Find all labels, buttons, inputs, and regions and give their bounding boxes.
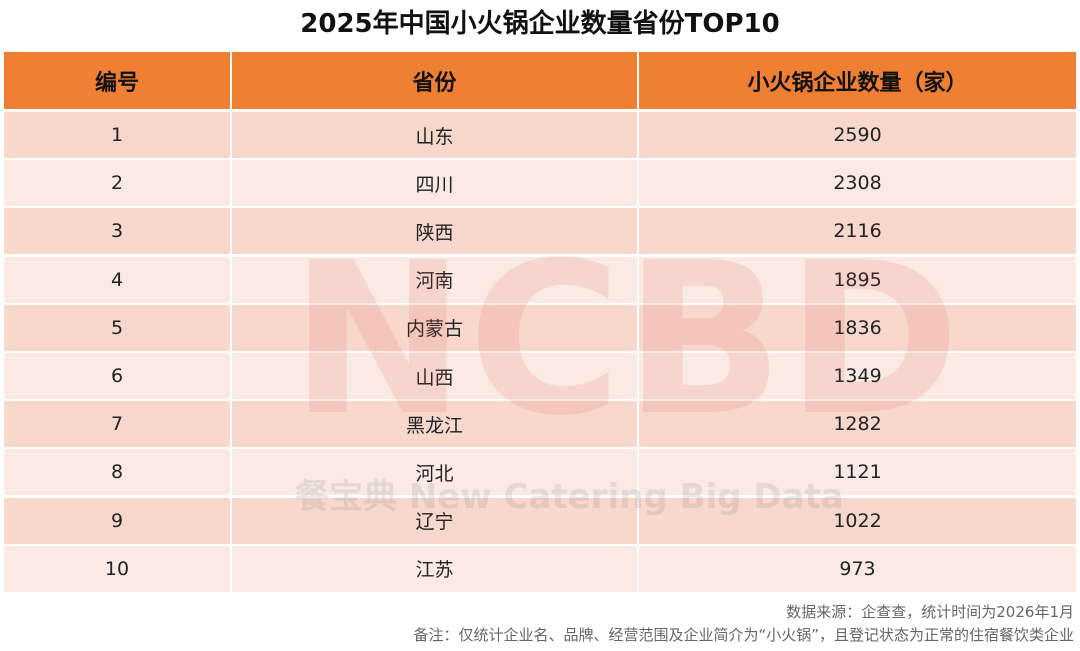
table-cell: 2 bbox=[4, 160, 230, 207]
table-cell: 辽宁 bbox=[232, 497, 637, 544]
footnote: 备注：仅统计企业名、品牌、经营范围及企业简介为“小火锅”，且登记状态为正常的住宿… bbox=[413, 626, 1074, 644]
table-cell: 1121 bbox=[639, 449, 1076, 496]
table-cell: 江苏 bbox=[232, 545, 637, 592]
table-cell: 6 bbox=[4, 353, 230, 399]
table-cell: 3 bbox=[4, 208, 230, 255]
table-cell: 陕西 bbox=[232, 208, 637, 255]
table-cell: 四川 bbox=[232, 160, 637, 207]
table-cell: 4 bbox=[4, 256, 230, 303]
table-cell: 2590 bbox=[639, 112, 1076, 158]
header-cell: 编号 bbox=[4, 52, 230, 109]
header-cell: 省份 bbox=[232, 52, 637, 109]
table-cell: 5 bbox=[4, 304, 230, 351]
title: 2025年中国小火锅企业数量省份TOP10 bbox=[300, 9, 780, 39]
table-cell: 山东 bbox=[232, 112, 637, 158]
table-cell: 河北 bbox=[232, 449, 637, 496]
table-cell: 2308 bbox=[639, 160, 1076, 207]
source-note: 数据来源：企查查，统计时间为2026年1月 bbox=[786, 603, 1074, 621]
table-cell: 973 bbox=[639, 545, 1076, 592]
table-cell: 9 bbox=[4, 497, 230, 544]
table-cell: 1349 bbox=[639, 353, 1076, 399]
table-cell: 内蒙古 bbox=[232, 304, 637, 351]
table-cell: 河南 bbox=[232, 256, 637, 303]
table-cell: 1895 bbox=[639, 256, 1076, 303]
table-cell: 8 bbox=[4, 449, 230, 496]
table-cell: 2116 bbox=[639, 208, 1076, 255]
table-cell: 7 bbox=[4, 401, 230, 448]
table-cell: 山西 bbox=[232, 353, 637, 399]
table-cell: 10 bbox=[4, 545, 230, 592]
table-cell: 1 bbox=[4, 112, 230, 158]
table-cell: 黑龙江 bbox=[232, 401, 637, 448]
table-cell: 1836 bbox=[639, 304, 1076, 351]
header-cell: 小火锅企业数量（家） bbox=[639, 52, 1076, 109]
table-cell: 1022 bbox=[639, 497, 1076, 544]
table-cell: 1282 bbox=[639, 401, 1076, 448]
